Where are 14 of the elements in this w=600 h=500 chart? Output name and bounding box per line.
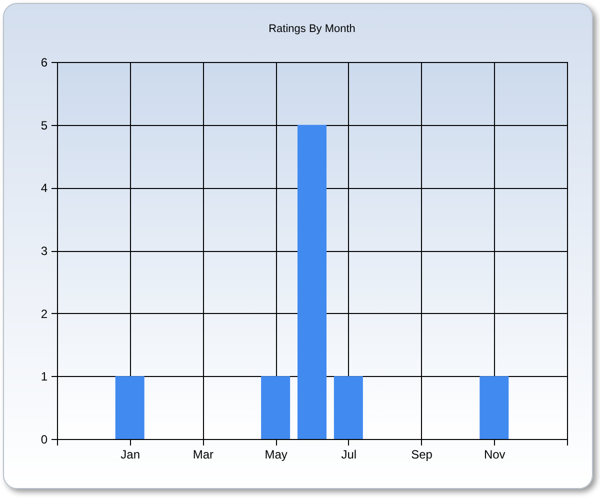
y-tick-label: 5 bbox=[40, 118, 48, 132]
x-tick-label: Mar bbox=[192, 448, 214, 462]
x-tick-label: May bbox=[264, 448, 288, 462]
y-tick-label: 4 bbox=[40, 181, 48, 196]
y-tick-label: 6 bbox=[40, 56, 48, 70]
y-tick-label: 3 bbox=[40, 244, 48, 258]
x-tick-label: Jul bbox=[341, 448, 357, 462]
y-tick-label: 2 bbox=[40, 306, 48, 321]
x-tick-label: Sep bbox=[411, 448, 433, 462]
x-tick-label: Jan bbox=[120, 448, 140, 462]
y-tick-label: 1 bbox=[40, 370, 48, 384]
y-tick-label: 0 bbox=[40, 432, 48, 446]
chart-title: Ratings By Month bbox=[268, 23, 356, 35]
x-tick-label: Nov bbox=[484, 448, 506, 462]
